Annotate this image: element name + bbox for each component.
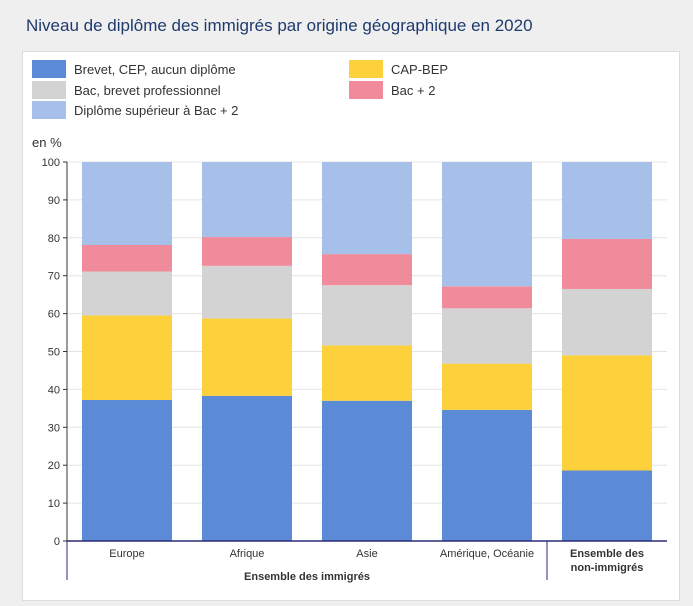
y-axis-label: en % [32,135,62,150]
legend-swatch [349,81,383,99]
bar-segment [202,265,292,319]
group-label: Ensemble des immigrés [244,571,370,583]
legend-label: CAP-BEP [391,61,449,77]
y-tick-label: 40 [48,384,60,396]
y-tick-label: 90 [48,195,60,207]
x-tick-label: non-immigrés [571,562,644,574]
bar-segment [562,470,652,541]
x-tick-label: Europe [109,548,144,560]
x-tick-label: Amérique, Océanie [440,548,534,560]
legend-item-cap-bep[interactable]: CAP-BEP [349,60,448,78]
bar-segment [322,254,412,286]
chart-card: Brevet, CEP, aucun diplôme CAP-BEP Bac, … [22,51,680,601]
bar-segment [202,318,292,396]
legend-swatch [32,101,66,119]
legend-swatch [349,60,383,78]
x-tick-label: Ensemble des [570,548,644,560]
bar-segment [322,345,412,401]
legend-item-brevet[interactable]: Brevet, CEP, aucun diplôme [32,60,236,78]
bar-segment [82,315,172,401]
bar-segment [82,400,172,541]
bar-segment [322,162,412,255]
legend-item-superieur[interactable]: Diplôme supérieur à Bac + 2 [32,101,238,119]
legend-label: Bac, brevet professionnel [74,82,221,98]
bar-segment [202,162,292,238]
legend-swatch [32,60,66,78]
y-tick-label: 100 [42,157,60,169]
x-tick-label: Asie [356,548,377,560]
y-tick-label: 20 [48,460,60,472]
bar-segment [442,162,532,287]
bar-segment [562,355,652,471]
y-tick-label: 10 [48,498,60,510]
legend-item-bac[interactable]: Bac, brevet professionnel [32,81,221,99]
bar-segment [82,162,172,246]
bar-segment [322,285,412,346]
page-title: Niveau de diplôme des immigrés par origi… [26,16,533,35]
legend-item-bac-plus-2[interactable]: Bac + 2 [349,81,435,99]
bar-segment [442,308,532,364]
bar-segment [202,237,292,266]
bar-segment [82,271,172,316]
bar-segment [442,409,532,541]
y-tick-label: 50 [48,347,60,359]
bar-segment [202,395,292,541]
bar-segment [442,363,532,410]
bar-segment [562,288,652,356]
legend-label: Brevet, CEP, aucun diplôme [74,61,236,77]
y-tick-label: 80 [48,233,60,245]
legend-label: Diplôme supérieur à Bac + 2 [74,102,239,118]
chart-legend: Brevet, CEP, aucun diplôme CAP-BEP Bac, … [23,52,679,132]
x-tick-label: Afrique [230,548,265,560]
bar-segment [322,400,412,541]
bar-segment [562,238,652,289]
y-tick-label: 30 [48,422,60,434]
y-tick-label: 60 [48,309,60,321]
legend-label: Bac + 2 [391,82,436,98]
bar-segment [82,245,172,272]
legend-swatch [32,81,66,99]
stacked-bar-chart: en % 0 10 20 30 40 50 60 70 80 90 100 Europe Afrique… [32,135,667,583]
y-tick-label: 0 [54,536,60,548]
y-tick-label: 70 [48,271,60,283]
bar-segment [562,162,652,239]
bar-segment [442,286,532,309]
